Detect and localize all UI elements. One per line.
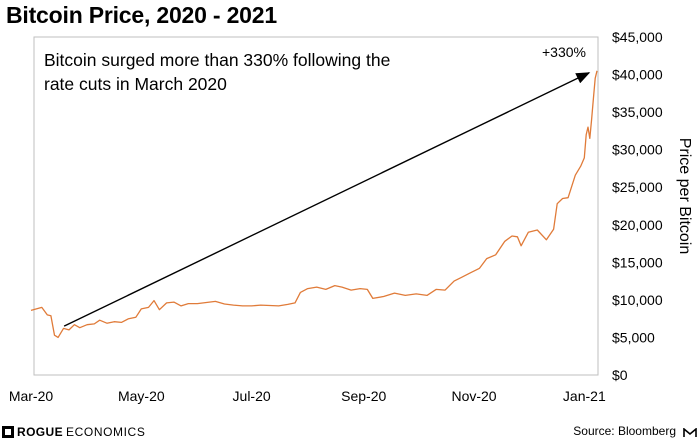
y-tick-label: $15,000: [612, 254, 663, 270]
source-note: Source: Bloomberg: [573, 424, 676, 438]
brand-corner-icon: [683, 428, 697, 437]
x-tick-label: Jul-20: [233, 388, 271, 404]
y-tick-label: $35,000: [612, 104, 663, 120]
x-tick-label: Jan-21: [563, 388, 606, 404]
y-axis-ticks: $0 $5,000 $10,000 $15,000 $20,000 $25,000 $30,…: [612, 29, 663, 383]
plot-frame: [33, 36, 599, 376]
chart-title: Bitcoin Price, 2020 - 2021: [6, 2, 277, 28]
y-axis-label: Price per Bitcoin: [676, 138, 693, 255]
y-tick-label: $20,000: [612, 217, 663, 233]
y-tick-label: $25,000: [612, 179, 663, 195]
x-tick-label: May-20: [118, 388, 165, 404]
x-tick-label: Nov-20: [451, 388, 496, 404]
y-tick-label: $5,000: [612, 329, 655, 345]
brand-name-bold: ROGUE: [17, 425, 64, 439]
brand-mark-icon: [2, 426, 14, 438]
y-tick-label: $30,000: [612, 142, 663, 158]
y-tick-label: $40,000: [612, 67, 663, 83]
price-series-line: [30, 70, 598, 339]
trend-arrow: [63, 72, 591, 327]
brand-name-light: ECONOMICS: [66, 425, 146, 439]
y-tick-label: $45,000: [612, 29, 663, 45]
x-tick-label: Sep-20: [341, 388, 386, 404]
brand-logo: ROGUE ECONOMICS: [2, 425, 145, 439]
y-tick-label: $0: [612, 367, 628, 383]
x-axis-ticks: Mar-20 May-20 Jul-20 Sep-20 Nov-20 Jan-21: [9, 388, 606, 404]
y-tick-label: $10,000: [612, 292, 663, 308]
x-tick-label: Mar-20: [9, 388, 54, 404]
chart-annotation: Bitcoin surged more than 330% following …: [44, 50, 391, 94]
arrow-label: +330%: [542, 44, 586, 60]
